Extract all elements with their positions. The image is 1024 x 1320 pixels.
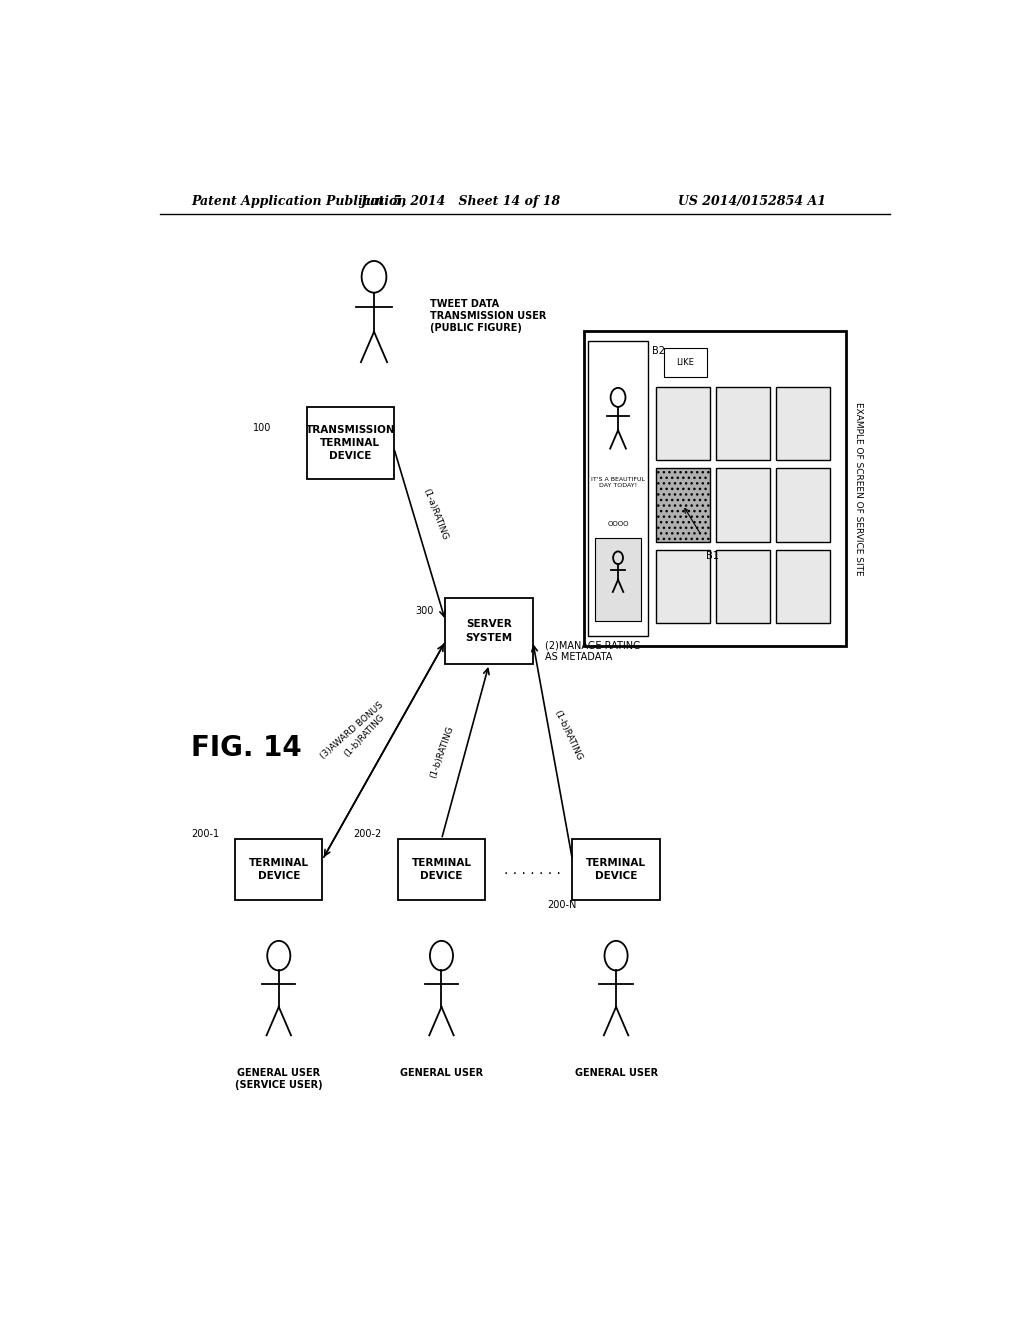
Text: TWEET DATA
TRANSMISSION USER
(PUBLIC FIGURE): TWEET DATA TRANSMISSION USER (PUBLIC FIG… bbox=[430, 300, 546, 333]
Text: (1-b)RATING: (1-b)RATING bbox=[342, 711, 386, 758]
Text: US 2014/0152854 A1: US 2014/0152854 A1 bbox=[678, 194, 826, 207]
Text: 100: 100 bbox=[253, 422, 270, 433]
Text: (2)MANAGE RATING
AS METADATA: (2)MANAGE RATING AS METADATA bbox=[545, 640, 640, 663]
Text: 200-2: 200-2 bbox=[353, 829, 382, 840]
Text: IT'S A BEAUTIFUL
DAY TODAY!: IT'S A BEAUTIFUL DAY TODAY! bbox=[591, 478, 645, 488]
Text: GENERAL USER
(SERVICE USER): GENERAL USER (SERVICE USER) bbox=[234, 1068, 323, 1090]
Text: TERMINAL
DEVICE: TERMINAL DEVICE bbox=[249, 858, 309, 882]
Text: GENERAL USER: GENERAL USER bbox=[574, 1068, 657, 1078]
Bar bbox=[716, 549, 770, 623]
Text: B1: B1 bbox=[706, 552, 719, 561]
Bar bbox=[776, 549, 830, 623]
Text: LIKE: LIKE bbox=[677, 358, 694, 367]
Text: (1-b)RATING: (1-b)RATING bbox=[553, 709, 584, 762]
Bar bbox=[655, 549, 710, 623]
Text: (1-b)RATING: (1-b)RATING bbox=[428, 725, 455, 779]
Text: TERMINAL
DEVICE: TERMINAL DEVICE bbox=[412, 858, 471, 882]
Bar bbox=[776, 469, 830, 541]
Bar bbox=[588, 342, 648, 636]
Bar bbox=[397, 840, 485, 900]
Text: (3)AWARD BONUS: (3)AWARD BONUS bbox=[318, 700, 385, 760]
Text: Jun. 5, 2014   Sheet 14 of 18: Jun. 5, 2014 Sheet 14 of 18 bbox=[361, 194, 561, 207]
Text: 300: 300 bbox=[415, 606, 433, 615]
Text: (1-a)RATING: (1-a)RATING bbox=[422, 487, 450, 541]
Bar bbox=[655, 387, 710, 461]
Bar bbox=[572, 840, 659, 900]
Text: OOOO: OOOO bbox=[607, 521, 629, 527]
Text: Patent Application Publication: Patent Application Publication bbox=[191, 194, 407, 207]
Bar bbox=[306, 408, 394, 479]
Text: B2: B2 bbox=[651, 346, 665, 356]
Bar bbox=[585, 331, 846, 647]
Bar bbox=[664, 348, 708, 378]
Text: . . . . . . .: . . . . . . . bbox=[504, 863, 561, 876]
Text: SERVER
SYSTEM: SERVER SYSTEM bbox=[466, 619, 513, 643]
Bar bbox=[655, 469, 710, 541]
Bar bbox=[776, 387, 830, 461]
Bar bbox=[716, 469, 770, 541]
Text: TERMINAL
DEVICE: TERMINAL DEVICE bbox=[586, 858, 646, 882]
Text: 200-1: 200-1 bbox=[191, 829, 219, 840]
Text: GENERAL USER: GENERAL USER bbox=[400, 1068, 483, 1078]
Bar bbox=[716, 387, 770, 461]
Bar bbox=[445, 598, 532, 664]
Text: FIG. 14: FIG. 14 bbox=[191, 734, 302, 762]
Bar bbox=[595, 539, 641, 620]
Text: TRANSMISSION
TERMINAL
DEVICE: TRANSMISSION TERMINAL DEVICE bbox=[305, 425, 395, 461]
Bar bbox=[236, 840, 323, 900]
Text: EXAMPLE OF SCREEN OF SERVICE SITE: EXAMPLE OF SCREEN OF SERVICE SITE bbox=[854, 401, 862, 576]
Text: 200-N: 200-N bbox=[547, 900, 577, 911]
